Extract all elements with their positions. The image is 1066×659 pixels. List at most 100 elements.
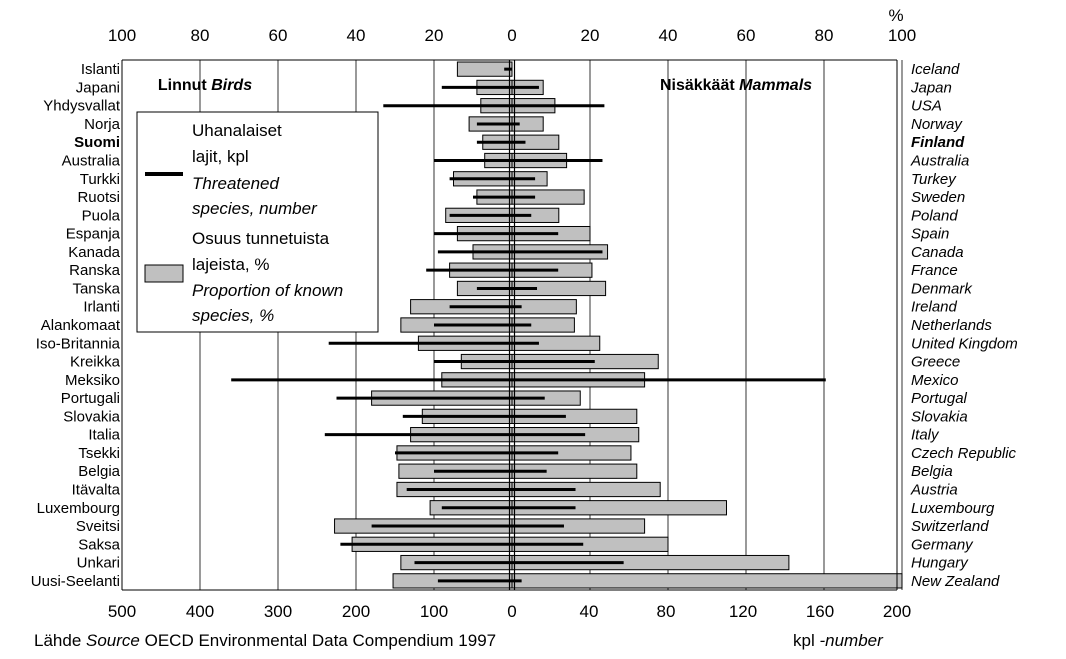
top-tick-label: 80	[191, 26, 210, 45]
top-tick-label: 100	[108, 26, 136, 45]
country-label-fi: Unkari	[77, 555, 120, 572]
bottom-tick-label: 0	[507, 602, 516, 621]
legend-threatened-fi-1: Uhanalaiset	[192, 121, 282, 140]
country-label-fi: Ranska	[69, 262, 121, 279]
bottom-axis-ticks: 500 400 300 200 100 0 40 80 120 160 200	[108, 602, 911, 621]
legend-proportion-fi-1: Osuus tunnetuista	[192, 229, 330, 248]
country-label-en: France	[911, 262, 958, 279]
country-label-fi: Yhdysvallat	[43, 98, 121, 115]
country-label-fi: Ruotsi	[77, 189, 120, 206]
threatened-lines	[231, 67, 826, 583]
top-tick-label: 20	[581, 26, 600, 45]
country-label-en: Czech Republic	[911, 445, 1017, 462]
country-label-fi: Australia	[62, 153, 121, 170]
country-label-fi: Kreikka	[70, 354, 121, 371]
bottom-tick-label: 500	[108, 602, 136, 621]
legend-proportion-en-1: Proportion of known	[192, 281, 343, 300]
legend-threatened-en-1: Threatened	[192, 174, 279, 193]
top-axis-ticks: 100 80 60 40 20 0 20 40 60 80 100	[108, 26, 916, 45]
top-tick-label: 0	[507, 26, 516, 45]
top-tick-label: 100	[888, 26, 916, 45]
country-label-en: Belgia	[911, 463, 953, 480]
bird-bar	[456, 61, 513, 77]
legend: Uhanalaiset lajit, kpl Threatened specie…	[136, 111, 379, 333]
country-label-fi: Sveitsi	[76, 518, 120, 535]
birds-header: Linnut Birds	[158, 77, 252, 94]
country-label-en: Luxembourg	[911, 500, 995, 517]
legend-threatened-fi-2: lajit, kpl	[192, 147, 249, 166]
country-label-en: Turkey	[911, 171, 957, 188]
legend-proportion-fi-2: lajeista, %	[192, 255, 269, 274]
bottom-tick-label: 80	[657, 602, 676, 621]
country-label-en: United Kingdom	[911, 335, 1018, 352]
country-label-fi: Slovakia	[63, 408, 120, 425]
bottom-tick-label: 160	[806, 602, 834, 621]
country-label-en: Poland	[911, 207, 958, 224]
country-label-en: Slovakia	[911, 408, 968, 425]
country-label-en: Canada	[911, 244, 964, 261]
country-label-en: Finland	[911, 134, 965, 151]
top-axis-unit: %	[888, 6, 903, 25]
country-label-en: Norway	[911, 116, 963, 133]
country-label-en: Ireland	[911, 299, 958, 316]
country-label-en: Australia	[910, 153, 969, 170]
country-label-fi: Italia	[88, 427, 120, 444]
country-label-en: USA	[911, 98, 942, 115]
bottom-tick-label: 200	[883, 602, 911, 621]
top-tick-label: 60	[269, 26, 288, 45]
country-label-en: Austria	[910, 481, 958, 498]
bottom-tick-label: 200	[342, 602, 370, 621]
mammals-header: Nisäkkäät Mammals	[660, 77, 812, 94]
country-label-fi: Luxembourg	[37, 500, 120, 517]
bottom-tick-label: 120	[729, 602, 757, 621]
country-label-fi: Uusi-Seelanti	[31, 573, 120, 590]
country-label-fi: Portugali	[61, 390, 120, 407]
top-tick-label: 20	[425, 26, 444, 45]
country-label-fi: Meksiko	[65, 372, 120, 389]
legend-box	[136, 111, 379, 333]
country-label-en: Netherlands	[911, 317, 992, 334]
mammal-bar	[511, 573, 903, 589]
country-label-en: Sweden	[911, 189, 965, 206]
bottom-tick-label: 300	[264, 602, 292, 621]
unit-note: kpl -number	[793, 631, 884, 650]
country-label-fi: Tsekki	[78, 445, 120, 462]
country-label-fi: Japani	[76, 79, 120, 96]
top-tick-label: 60	[737, 26, 756, 45]
legend-bar-swatch	[144, 264, 184, 283]
country-label-fi: Turkki	[80, 171, 120, 188]
country-label-en: Spain	[911, 226, 949, 243]
country-label-fi: Kanada	[68, 244, 120, 261]
top-tick-label: 40	[347, 26, 366, 45]
country-label-en: Greece	[911, 354, 960, 371]
country-label-en: Hungary	[911, 555, 969, 572]
bottom-tick-label: 40	[580, 602, 599, 621]
country-label-fi: Itävalta	[72, 481, 121, 498]
legend-proportion-en-2: species, %	[192, 306, 274, 325]
country-label-en: Switzerland	[911, 518, 989, 535]
bottom-tick-label: 400	[186, 602, 214, 621]
mammal-bar	[511, 299, 577, 315]
country-label-en: Iceland	[911, 61, 960, 78]
country-label-en: Denmark	[911, 280, 973, 297]
country-label-fi: Saksa	[78, 536, 120, 553]
country-label-fi: Belgia	[78, 463, 120, 480]
country-label-fi: Irlanti	[83, 299, 120, 316]
country-label-fi: Suomi	[74, 134, 120, 151]
country-label-fi: Norja	[84, 116, 121, 133]
country-label-en: New Zealand	[911, 573, 1000, 590]
legend-threatened-en-2: species, number	[192, 199, 318, 218]
country-label-en: Mexico	[911, 372, 959, 389]
country-label-fi: Espanja	[66, 226, 121, 243]
country-label-en: Japan	[910, 79, 952, 96]
country-label-en: Germany	[911, 536, 974, 553]
country-label-en: Portugal	[911, 390, 968, 407]
country-label-fi: Alankomaat	[41, 317, 121, 334]
source-note: Lähde Source OECD Environmental Data Com…	[34, 631, 496, 650]
country-label-fi: Iso-Britannia	[36, 335, 121, 352]
top-tick-label: 80	[815, 26, 834, 45]
country-label-fi: Puola	[82, 207, 121, 224]
